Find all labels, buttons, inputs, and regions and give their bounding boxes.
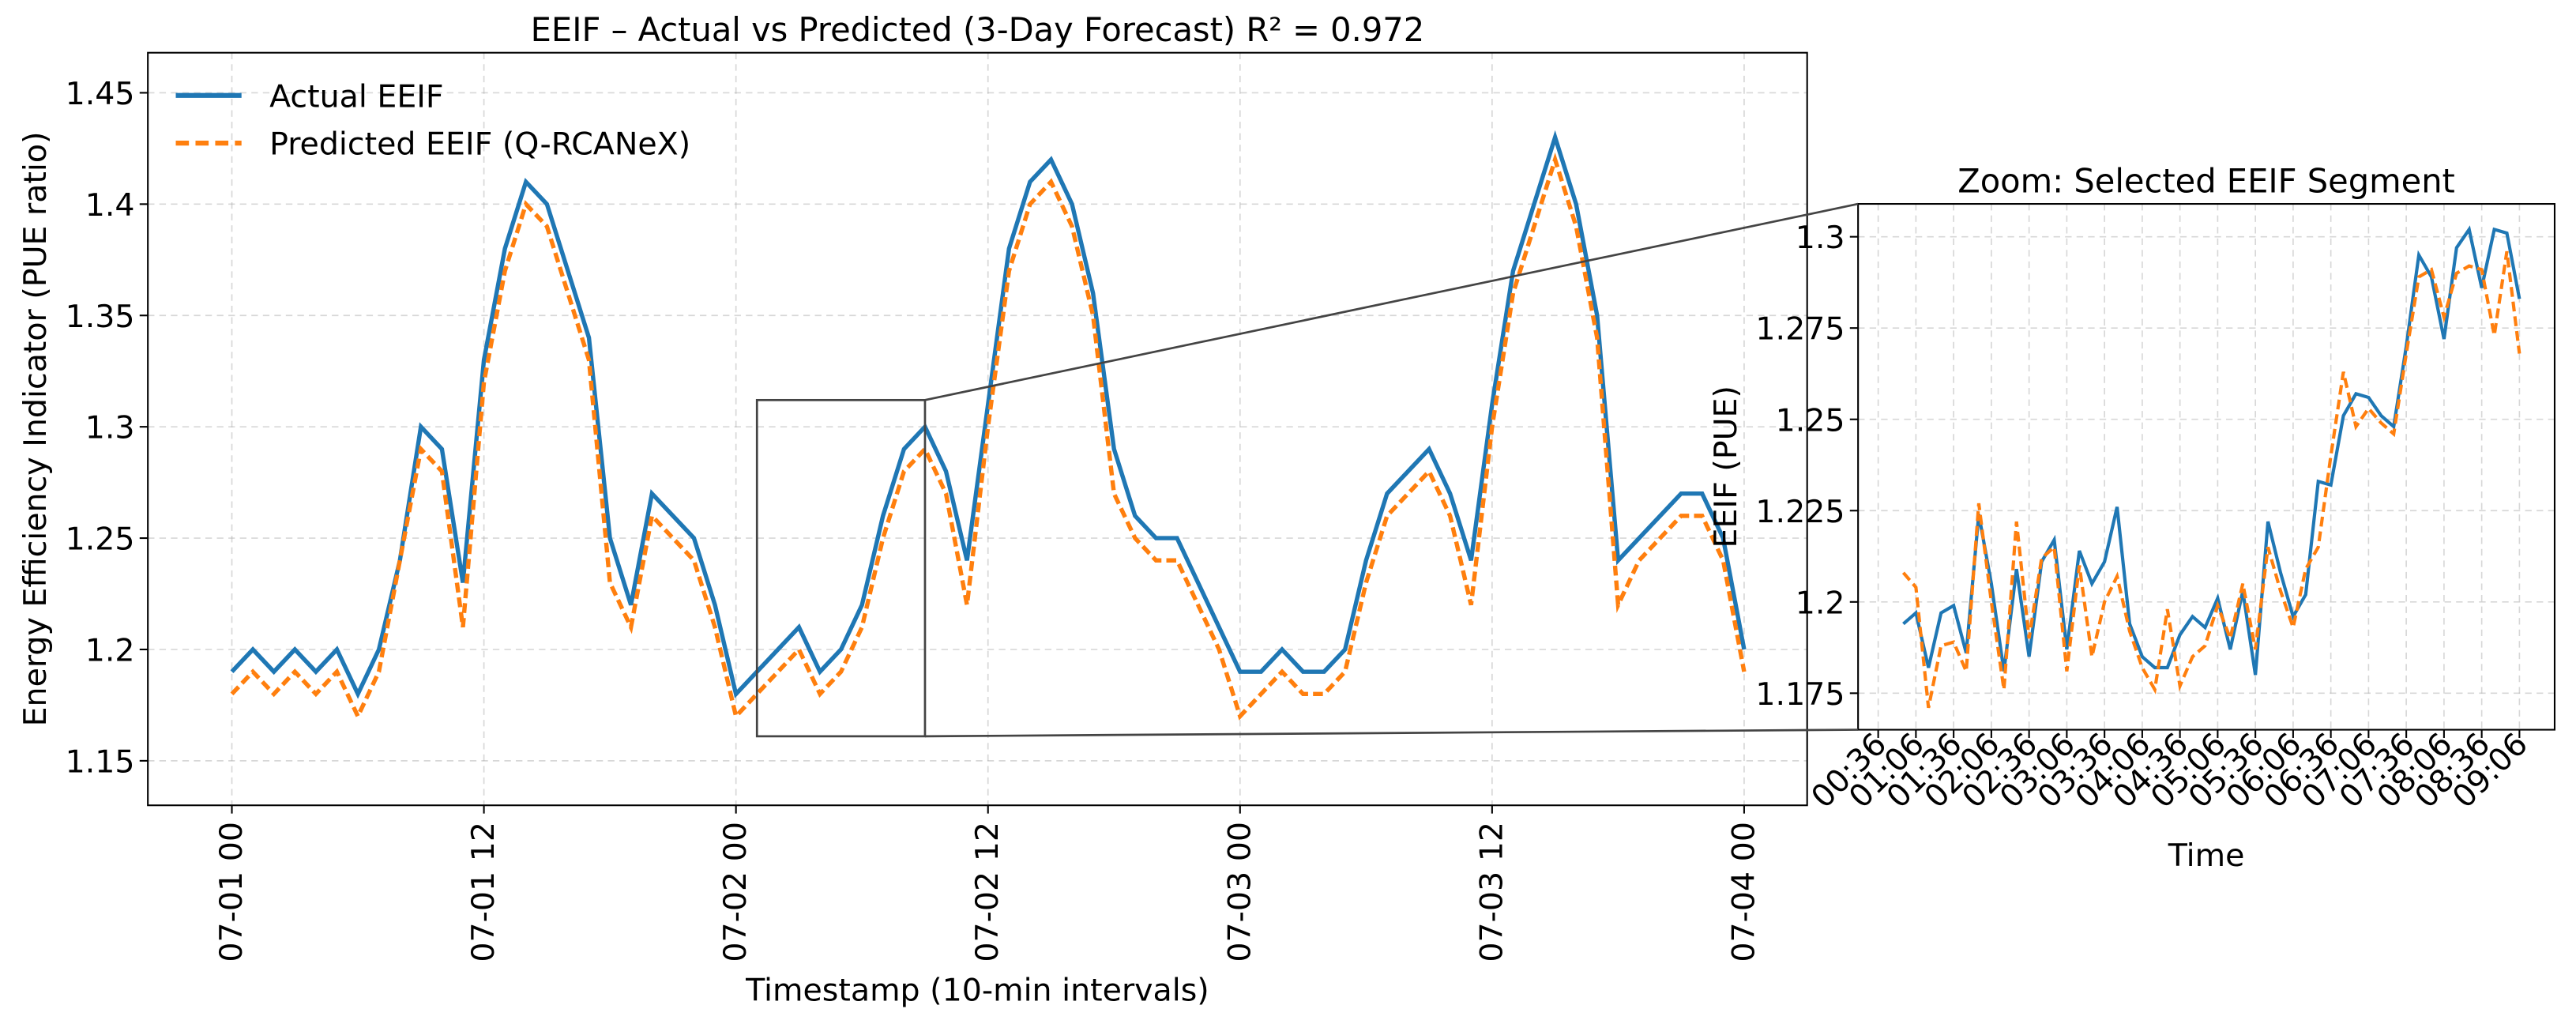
y-tick-label: 1.35	[66, 299, 135, 335]
data-line	[230, 152, 1747, 721]
x-axis-label: Timestamp (10-min intervals)	[745, 973, 1209, 1009]
y-axis-label: EEIF (PUE)	[1708, 386, 1744, 548]
chart-title: EEIF – Actual vs Predicted (3-Day Foreca…	[531, 10, 1425, 49]
y-tick-label: 1.25	[1776, 402, 1845, 439]
zoom-box	[755, 398, 927, 738]
connector	[924, 728, 1859, 738]
y-tick-label: 1.3	[85, 410, 135, 446]
y-tick-label: 1.4	[85, 187, 135, 224]
y-tick-label: 1.275	[1755, 311, 1845, 348]
plot-frame	[1857, 203, 2556, 731]
legend-label: Predicted EEIF (Q-RCANeX)	[269, 126, 690, 163]
data-line	[1902, 225, 2521, 676]
y-tick-label: 1.2	[85, 633, 135, 669]
y-tick-label: 1.15	[66, 744, 135, 780]
legend-label: Actual EEIF	[269, 78, 444, 115]
x-tick-label: 07-04 00	[1725, 822, 1762, 962]
y-tick-label: 1.175	[1755, 676, 1845, 713]
x-axis-label: Time	[2168, 838, 2245, 874]
connector	[924, 202, 1859, 401]
y-tick-label: 1.25	[66, 521, 135, 558]
x-tick-label: 07-01 12	[465, 822, 502, 962]
chart-title: Zoom: Selected EEIF Segment	[1957, 161, 2455, 200]
plot-frame	[147, 51, 1808, 807]
x-tick-label: 07-01 00	[213, 822, 250, 962]
y-axis-label: Energy Efficiency Indicator (PUE ratio)	[17, 132, 54, 727]
y-tick-label: 1.45	[66, 76, 135, 112]
data-line	[1901, 250, 2521, 709]
x-tick-label: 07-02 12	[969, 822, 1006, 962]
data-line	[230, 130, 1747, 699]
y-tick-label: 1.2	[1796, 585, 1845, 621]
x-tick-label: 07-03 12	[1473, 822, 1510, 962]
y-tick-label: 1.3	[1796, 220, 1845, 256]
x-tick-label: 07-02 00	[717, 822, 754, 962]
x-tick-label: 07-03 00	[1221, 822, 1258, 962]
y-tick-label: 1.225	[1755, 494, 1845, 530]
